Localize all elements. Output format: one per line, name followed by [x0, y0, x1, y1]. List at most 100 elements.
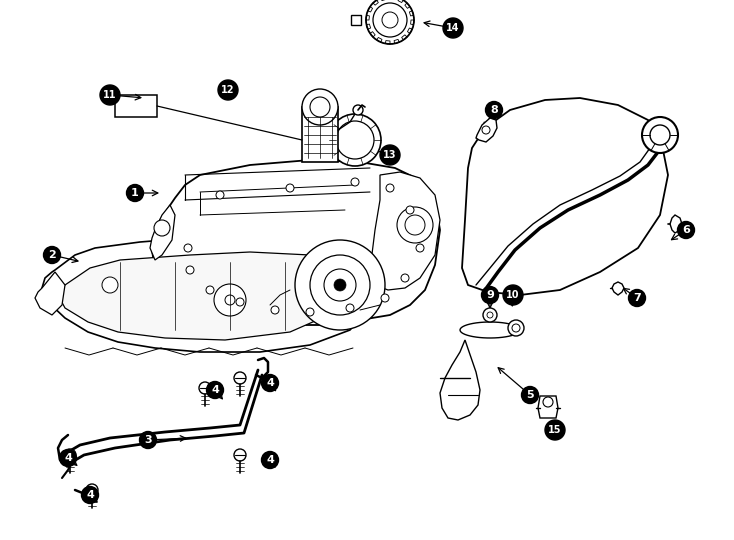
Circle shape — [306, 308, 314, 316]
Polygon shape — [538, 396, 558, 418]
Circle shape — [416, 244, 424, 252]
Text: 9: 9 — [486, 290, 494, 300]
Circle shape — [261, 451, 278, 469]
Circle shape — [386, 184, 394, 192]
Text: 1: 1 — [131, 188, 139, 198]
Circle shape — [521, 387, 539, 403]
Circle shape — [397, 207, 433, 243]
Circle shape — [405, 215, 425, 235]
Text: 4: 4 — [211, 385, 219, 395]
Text: 8: 8 — [490, 105, 498, 115]
Circle shape — [677, 221, 694, 239]
Circle shape — [86, 484, 98, 496]
Circle shape — [487, 312, 493, 318]
Polygon shape — [366, 24, 371, 29]
Polygon shape — [373, 0, 378, 5]
Circle shape — [186, 266, 194, 274]
Circle shape — [295, 240, 385, 330]
Bar — [351, 15, 361, 25]
Text: 10: 10 — [506, 290, 520, 300]
Polygon shape — [150, 205, 175, 260]
Polygon shape — [394, 39, 399, 44]
Circle shape — [310, 255, 370, 315]
Circle shape — [216, 191, 224, 199]
Circle shape — [543, 397, 553, 407]
Circle shape — [225, 295, 235, 305]
Polygon shape — [401, 35, 407, 40]
Circle shape — [382, 12, 398, 28]
Polygon shape — [152, 160, 440, 325]
Polygon shape — [35, 272, 65, 315]
Polygon shape — [368, 6, 373, 12]
Text: 4: 4 — [64, 453, 72, 463]
Circle shape — [628, 289, 645, 307]
Circle shape — [271, 306, 279, 314]
Text: 15: 15 — [548, 425, 562, 435]
Circle shape — [102, 277, 118, 293]
Text: 6: 6 — [682, 225, 690, 235]
Text: 13: 13 — [383, 150, 397, 160]
Circle shape — [482, 287, 498, 303]
Circle shape — [545, 420, 565, 440]
Circle shape — [351, 178, 359, 186]
Circle shape — [336, 121, 374, 159]
Circle shape — [214, 284, 246, 316]
Text: 11: 11 — [103, 90, 117, 100]
Circle shape — [236, 298, 244, 306]
Text: 4: 4 — [266, 378, 274, 388]
Polygon shape — [476, 118, 497, 142]
Circle shape — [381, 294, 389, 302]
Circle shape — [154, 220, 170, 236]
Circle shape — [642, 117, 678, 153]
Circle shape — [334, 279, 346, 291]
Circle shape — [126, 185, 144, 201]
Circle shape — [64, 449, 76, 461]
Circle shape — [139, 431, 156, 449]
Circle shape — [503, 285, 523, 305]
Circle shape — [443, 18, 463, 38]
Polygon shape — [410, 20, 414, 25]
Circle shape — [234, 449, 246, 461]
Text: 3: 3 — [144, 435, 152, 445]
Text: 4: 4 — [86, 490, 94, 500]
Circle shape — [482, 126, 490, 134]
Polygon shape — [462, 98, 668, 295]
Text: 7: 7 — [633, 293, 641, 303]
Polygon shape — [377, 37, 382, 42]
Circle shape — [401, 274, 409, 282]
Polygon shape — [370, 172, 440, 290]
Circle shape — [261, 375, 278, 392]
Polygon shape — [42, 235, 375, 352]
Circle shape — [406, 206, 414, 214]
Circle shape — [346, 304, 354, 312]
Circle shape — [329, 114, 381, 166]
Polygon shape — [460, 322, 520, 338]
Circle shape — [218, 80, 238, 100]
Polygon shape — [381, 0, 386, 1]
Circle shape — [650, 125, 670, 145]
Circle shape — [302, 89, 338, 125]
Bar — [115, 95, 157, 117]
Polygon shape — [398, 0, 404, 3]
Polygon shape — [410, 11, 413, 16]
Polygon shape — [370, 32, 375, 37]
Circle shape — [324, 269, 356, 301]
Circle shape — [184, 244, 192, 252]
Text: 12: 12 — [221, 85, 235, 95]
Circle shape — [206, 381, 223, 399]
Polygon shape — [670, 215, 682, 233]
Polygon shape — [385, 40, 390, 44]
Polygon shape — [405, 3, 410, 8]
Circle shape — [206, 286, 214, 294]
Text: 4: 4 — [266, 455, 274, 465]
Polygon shape — [612, 282, 624, 295]
Circle shape — [43, 246, 60, 264]
Circle shape — [199, 382, 211, 394]
Polygon shape — [58, 252, 355, 340]
Circle shape — [59, 449, 76, 467]
Circle shape — [81, 487, 98, 503]
Circle shape — [512, 324, 520, 332]
Text: 2: 2 — [48, 250, 56, 260]
Circle shape — [310, 97, 330, 117]
Circle shape — [353, 105, 363, 115]
